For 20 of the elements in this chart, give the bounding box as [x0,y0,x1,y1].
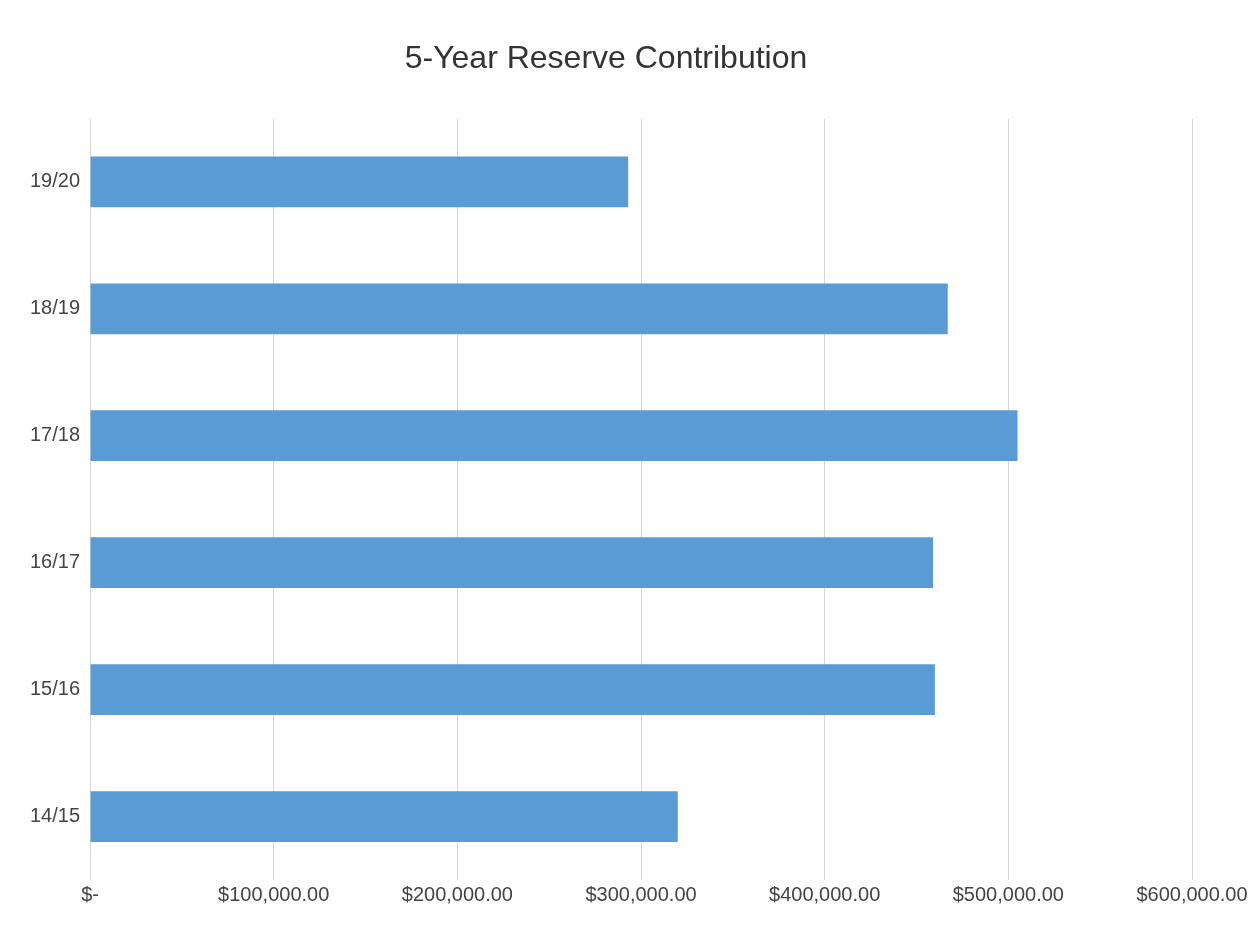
bar [90,537,934,589]
bar [90,664,935,715]
bar [90,283,948,335]
x-tick-label: $200,000.00 [401,882,513,905]
bar [90,156,629,208]
y-tick-label: 19/20 [29,169,81,192]
bar [90,791,678,842]
y-tick-label: 17/18 [29,423,81,446]
bar [90,410,1018,462]
x-tick-label: $400,000.00 [769,882,881,905]
y-tick-label: 15/16 [29,677,81,700]
x-tick-label: $300,000.00 [585,882,697,905]
x-tick-label: $100,000.00 [218,882,330,905]
y-tick-label: 14/15 [29,804,81,827]
x-tick-label: $- [81,882,99,905]
y-tick-label: 16/17 [29,550,81,573]
x-tick-label: $600,000.00 [1136,882,1248,905]
x-tick-label: $500,000.00 [952,882,1064,905]
chart-title: 5-Year Reserve Contribution [404,39,808,76]
y-tick-label: 18/19 [29,296,81,319]
